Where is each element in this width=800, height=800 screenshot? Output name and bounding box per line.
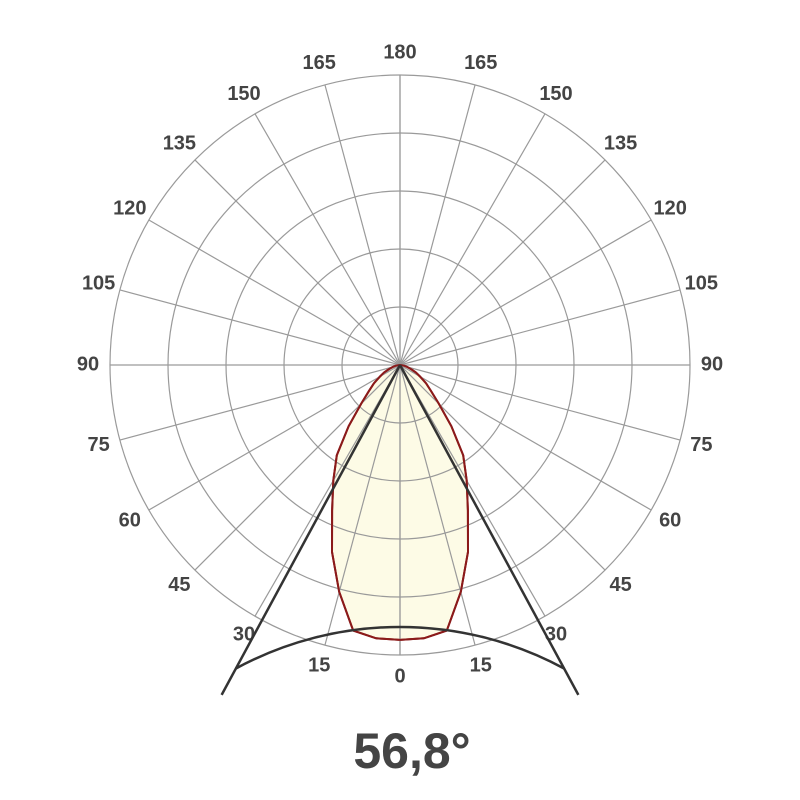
grid-spoke — [194, 159, 401, 366]
grid-spoke — [399, 364, 546, 617]
angle-label: 30 — [545, 623, 567, 645]
beam-line — [220, 364, 402, 696]
grid-spoke — [399, 219, 652, 366]
angle-label: 60 — [659, 509, 681, 531]
grid-spoke — [399, 364, 476, 646]
grid-spoke — [399, 364, 652, 511]
angle-label: 90 — [701, 353, 723, 375]
grid-spoke — [254, 113, 401, 366]
angle-label: 75 — [690, 434, 712, 456]
angle-label: 0 — [394, 665, 405, 687]
angle-label: 15 — [470, 655, 492, 677]
grid-spoke — [324, 84, 401, 366]
angle-label: 45 — [609, 574, 631, 596]
angle-label: 45 — [168, 574, 190, 596]
angle-label: 135 — [163, 133, 196, 155]
angle-label: 120 — [113, 197, 146, 219]
grid-spoke — [399, 113, 546, 366]
angle-label: 135 — [604, 133, 637, 155]
angle-label: 165 — [303, 52, 336, 74]
grid-spoke — [399, 159, 606, 366]
grid-spoke — [254, 364, 401, 617]
beam-angle-label: 56,8° — [353, 723, 470, 779]
intensity-outline — [330, 363, 470, 641]
beam-line — [398, 364, 580, 696]
grid-spoke — [148, 219, 401, 366]
angle-label: 60 — [119, 509, 141, 531]
grid-spoke — [194, 364, 401, 571]
grid-spoke — [399, 364, 606, 571]
grid-spoke — [148, 364, 401, 511]
angle-label: 75 — [88, 434, 110, 456]
angle-label: 90 — [77, 353, 99, 375]
angle-label: 30 — [233, 623, 255, 645]
angle-label: 150 — [539, 83, 572, 105]
angle-label: 180 — [383, 41, 416, 63]
grid-spoke — [399, 289, 681, 366]
grid-spoke — [399, 84, 476, 366]
grid-spoke — [119, 364, 401, 441]
angle-label: 120 — [654, 197, 687, 219]
grid-spoke — [119, 289, 401, 366]
angle-label: 150 — [227, 83, 260, 105]
angle-label: 105 — [685, 273, 718, 295]
grid-spoke — [324, 364, 401, 646]
grid-spoke — [399, 364, 681, 441]
angle-label: 15 — [308, 655, 330, 677]
beam-arc — [235, 625, 565, 670]
angle-label: 105 — [82, 273, 115, 295]
angle-label: 165 — [464, 52, 497, 74]
